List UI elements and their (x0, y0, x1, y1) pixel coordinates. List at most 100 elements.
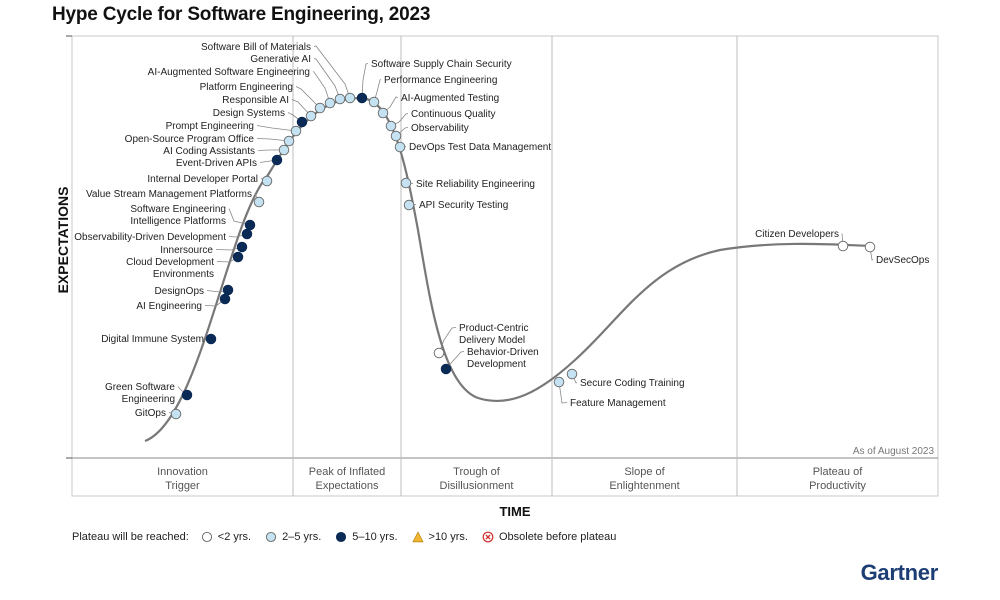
marker-generative-ai (334, 93, 346, 105)
marker-digital-immune-system (205, 333, 217, 345)
marker-product-centric-delivery-model (433, 347, 445, 359)
marker-platform-engineering (314, 102, 326, 114)
label-observability-driven-development: Observability-Driven Development (74, 232, 226, 243)
phase-labels: Innovation Trigger Peak of Inflated Expecta… (157, 466, 866, 492)
phase-label-3: Trough of Disillusionment (440, 466, 514, 492)
label-responsible-ai: Responsible AI (222, 95, 289, 106)
obsolete-x-icon (482, 531, 494, 543)
marker-ai-augmented-software-engineering (324, 97, 336, 109)
triangle-icon (411, 531, 424, 543)
legend-item-lt2: <2 yrs. (201, 531, 251, 543)
label-internal-developer-portal: Internal Developer Portal (147, 174, 258, 185)
marker-performance-engineering (368, 96, 380, 108)
label-platform-engineering: Platform Engineering (200, 82, 293, 93)
leader-platform-engineering (295, 86, 321, 109)
leader-open-source-program-office (256, 138, 290, 142)
label-value-stream-management-platforms: Value Stream Management Platforms (86, 189, 252, 200)
label-digital-immune-system: Digital Immune System (101, 334, 204, 345)
marker-innersource (236, 241, 248, 253)
y-axis-label: EXPECTATIONS (55, 187, 71, 294)
label-observability: Observability (411, 123, 469, 134)
chart-title: Hype Cycle for Software Engineering, 202… (52, 4, 431, 25)
marker-designops (222, 284, 234, 296)
marker-value-stream-management-platforms (253, 196, 265, 208)
plot-frame (66, 35, 939, 497)
marker-prompt-engineering (290, 125, 302, 137)
marker-api-security-testing (403, 199, 415, 211)
label-gitops: GitOps (135, 408, 166, 419)
label-continuous-quality: Continuous Quality (411, 109, 496, 120)
marker-secure-coding-training (566, 368, 578, 380)
label-ai-coding-assistants: AI Coding Assistants (163, 146, 255, 157)
leader-lines (168, 45, 874, 415)
label-behavior-driven-development: Behavior-Driven Development (467, 347, 539, 370)
label-site-reliability-engineering: Site Reliability Engineering (416, 179, 535, 190)
label-software-engineering-intelligence-platforms: Software Engineering Intelligence Platfor… (130, 204, 226, 227)
technology-markers (170, 92, 876, 420)
label-event-driven-apis: Event-Driven APIs (176, 158, 257, 169)
legend-marker-lt2 (201, 531, 212, 543)
legend-label-5to10: 5–10 yrs. (352, 531, 398, 543)
label-software-bill-of-materials: Software Bill of Materials (201, 42, 311, 53)
legend-marker-5to10 (336, 531, 347, 543)
phase-label-1: Innovation Trigger (157, 466, 208, 492)
label-devsecops: DevSecOps (876, 255, 929, 266)
marker-devsecops (864, 241, 876, 253)
legend-item-obsolete: Obsolete before plateau (482, 531, 616, 543)
label-api-security-testing: API Security Testing (419, 200, 508, 211)
legend-item-2to5: 2–5 yrs. (265, 531, 321, 543)
phase-label-5: Plateau of Productivity (809, 466, 866, 492)
marker-citizen-developers (837, 240, 849, 252)
as-of-date: As of August 2023 (853, 446, 935, 457)
plot-border (71, 35, 939, 497)
marker-green-software-engineering (181, 389, 193, 401)
legend-label-obsolete: Obsolete before plateau (498, 531, 617, 543)
leader-ai-augmented-software-engineering (312, 71, 331, 104)
marker-behavior-driven-development (440, 363, 452, 375)
marker-cloud-development-environments (232, 251, 244, 263)
technology-labels: GitOps Green Software Engineering Digital I… (74, 42, 929, 419)
marker-continuous-quality (385, 120, 397, 132)
label-green-software-engineering: Green Software Engineering (105, 382, 175, 405)
leader-generative-ai (313, 58, 341, 100)
marker-devops-test-data-management (394, 141, 406, 153)
label-software-supply-chain-security: Software Supply Chain Security (371, 59, 512, 70)
label-secure-coding-training: Secure Coding Training (580, 378, 685, 389)
phase-label-4: Slope of Enlightenment (609, 466, 679, 492)
label-product-centric-delivery-model: Product-Centric Delivery Model (459, 323, 528, 346)
hype-cycle-chart: GitOps Green Software Engineering Digital I… (55, 35, 939, 519)
legend-title: Plateau will be reached: (72, 531, 189, 543)
marker-observability (390, 130, 402, 142)
marker-open-source-program-office (283, 135, 295, 147)
label-ai-augmented-software-engineering: AI-Augmented Software Engineering (148, 67, 310, 78)
leader-feature-management (558, 381, 568, 404)
marker-design-systems (296, 116, 308, 128)
leader-responsible-ai (291, 99, 312, 117)
leader-software-supply-chain-security (361, 63, 369, 99)
label-performance-engineering: Performance Engineering (384, 75, 497, 86)
x-axis-label: TIME (499, 504, 530, 519)
marker-software-bill-of-materials (344, 92, 356, 104)
legend: Plateau will be reached: <2 yrs. 2–5 yrs… (72, 528, 630, 546)
marker-feature-management (553, 376, 565, 388)
legend-label-2to5: 2–5 yrs. (282, 531, 322, 543)
label-ai-engineering: AI Engineering (136, 301, 202, 312)
label-devops-test-data-management: DevOps Test Data Management (409, 142, 551, 153)
legend-label-lt2: <2 yrs. (217, 531, 252, 543)
legend-label-gt10: >10 yrs. (428, 531, 468, 543)
gartner-logo: Gartner (860, 560, 939, 585)
phase-label-2: Peak of Inflated Expectations (309, 466, 385, 492)
label-cloud-development-environments: Cloud Development Environments (126, 257, 214, 280)
label-open-source-program-office: Open-Source Program Office (125, 134, 255, 145)
leader-software-bill-of-materials (313, 45, 351, 99)
label-ai-augmented-testing: AI-Augmented Testing (401, 93, 499, 104)
legend-marker-2to5 (266, 531, 277, 543)
legend-item-gt10: >10 yrs. (411, 531, 468, 543)
marker-ai-coding-assistants (278, 144, 290, 156)
label-feature-management: Feature Management (570, 398, 666, 409)
marker-software-supply-chain-security (356, 92, 368, 104)
label-design-systems: Design Systems (213, 108, 285, 119)
marker-site-reliability-engineering (400, 177, 412, 189)
legend-item-5to10: 5–10 yrs. (335, 531, 398, 543)
marker-ai-engineering (219, 293, 231, 305)
